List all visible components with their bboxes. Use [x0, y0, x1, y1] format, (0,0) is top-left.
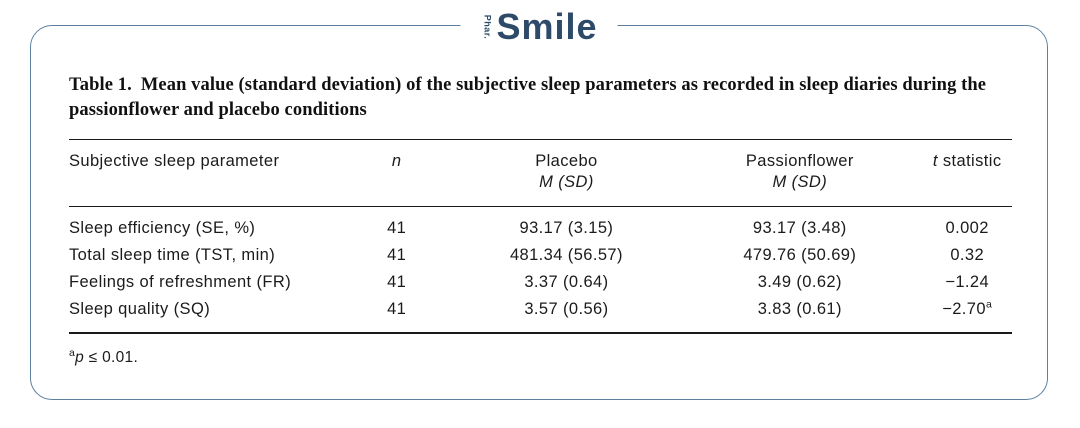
column-header-label: statistic: [937, 152, 1002, 170]
table-title-text: Mean value (standard deviation) of the s…: [69, 75, 987, 120]
cell-n: 41: [337, 296, 456, 334]
column-header-label: Placebo: [535, 152, 598, 170]
cell-passionflower: 3.83 (0.61): [677, 296, 923, 334]
table-row: Sleep quality (SQ) 41 3.57 (0.56) 3.83 (…: [69, 296, 1012, 334]
table-row: Sleep efficiency (SE, %) 41 93.17 (3.15)…: [69, 207, 1012, 243]
t-value: 0.002: [945, 219, 989, 237]
footnote-marker: a: [69, 347, 76, 359]
cell-parameter: Total sleep time (TST, min): [69, 246, 276, 264]
table-row: Total sleep time (TST, min) 41 481.34 (5…: [69, 242, 1012, 269]
table-row: Feelings of refreshment (FR) 41 3.37 (0.…: [69, 269, 1012, 296]
column-header-n: n: [337, 139, 456, 207]
cell-t-statistic: −2.70a: [922, 296, 1012, 334]
column-header-italic: t: [932, 152, 938, 170]
t-value: −1.24: [945, 273, 990, 291]
cell-n: 41: [387, 246, 407, 264]
card-content: Table 1. Mean value (standard deviation) …: [31, 26, 1047, 367]
cell-passionflower: 479.76 (50.69): [743, 246, 857, 264]
table-title: Table 1. Mean value (standard deviation) …: [69, 73, 1012, 123]
brand-logo-vertical-box: Phar.: [480, 10, 493, 44]
cell-placebo: 3.57 (0.56): [455, 296, 678, 334]
cell-parameter: Sleep quality (SQ): [69, 296, 338, 334]
brand-logo-vertical-text: Phar.: [481, 14, 492, 40]
header-row: Subjective sleep parameter n Placebo M (S…: [69, 139, 1012, 207]
cell-parameter: Feelings of refreshment (FR): [69, 273, 292, 291]
cell-placebo: 3.37 (0.64): [524, 273, 609, 291]
column-header-label: Passionflower: [745, 152, 854, 170]
footnote-stat-symbol: p: [75, 349, 85, 367]
column-header-t-statistic: t statistic: [922, 139, 1012, 207]
t-superscript: a: [985, 298, 993, 311]
article-table-card: Phar. Smile Table 1. Mean value (standard…: [30, 4, 1048, 400]
cell-parameter: Sleep efficiency (SE, %): [69, 219, 256, 237]
column-header-passionflower: Passionflower M (SD): [677, 139, 923, 207]
column-header-parameter: Subjective sleep parameter: [69, 139, 338, 207]
column-header-italic: n: [391, 152, 402, 170]
table-title-label: Table 1.: [69, 75, 132, 95]
cell-t-statistic: 0.32: [922, 242, 1012, 269]
column-header-label: Subjective sleep parameter: [69, 152, 280, 170]
cell-n: 41: [387, 219, 407, 237]
column-header-placebo: Placebo M (SD): [455, 139, 678, 207]
t-value: 0.32: [950, 246, 985, 264]
column-header-sub: M (SD): [539, 173, 594, 191]
sleep-parameters-table: Subjective sleep parameter n Placebo M (S…: [69, 139, 1012, 334]
cell-placebo: 93.17 (3.15): [519, 219, 614, 237]
cell-placebo: 481.34 (56.57): [509, 246, 623, 264]
cell-t-statistic: −1.24: [922, 269, 1012, 296]
brand-logo-wordmark: Smile: [496, 6, 598, 47]
cell-n: 41: [387, 273, 407, 291]
cell-passionflower: 3.49 (0.62): [757, 273, 842, 291]
cell-passionflower: 93.17 (3.48): [752, 219, 847, 237]
table-footnote: ap ≤ 0.01.: [69, 347, 1012, 367]
footnote-text: ≤ 0.01.: [84, 349, 139, 367]
brand-logo: Phar. Smile: [460, 4, 618, 50]
cell-t-statistic: 0.002: [922, 207, 1012, 243]
t-value: −2.70: [942, 300, 986, 318]
column-header-sub: M (SD): [772, 173, 828, 191]
